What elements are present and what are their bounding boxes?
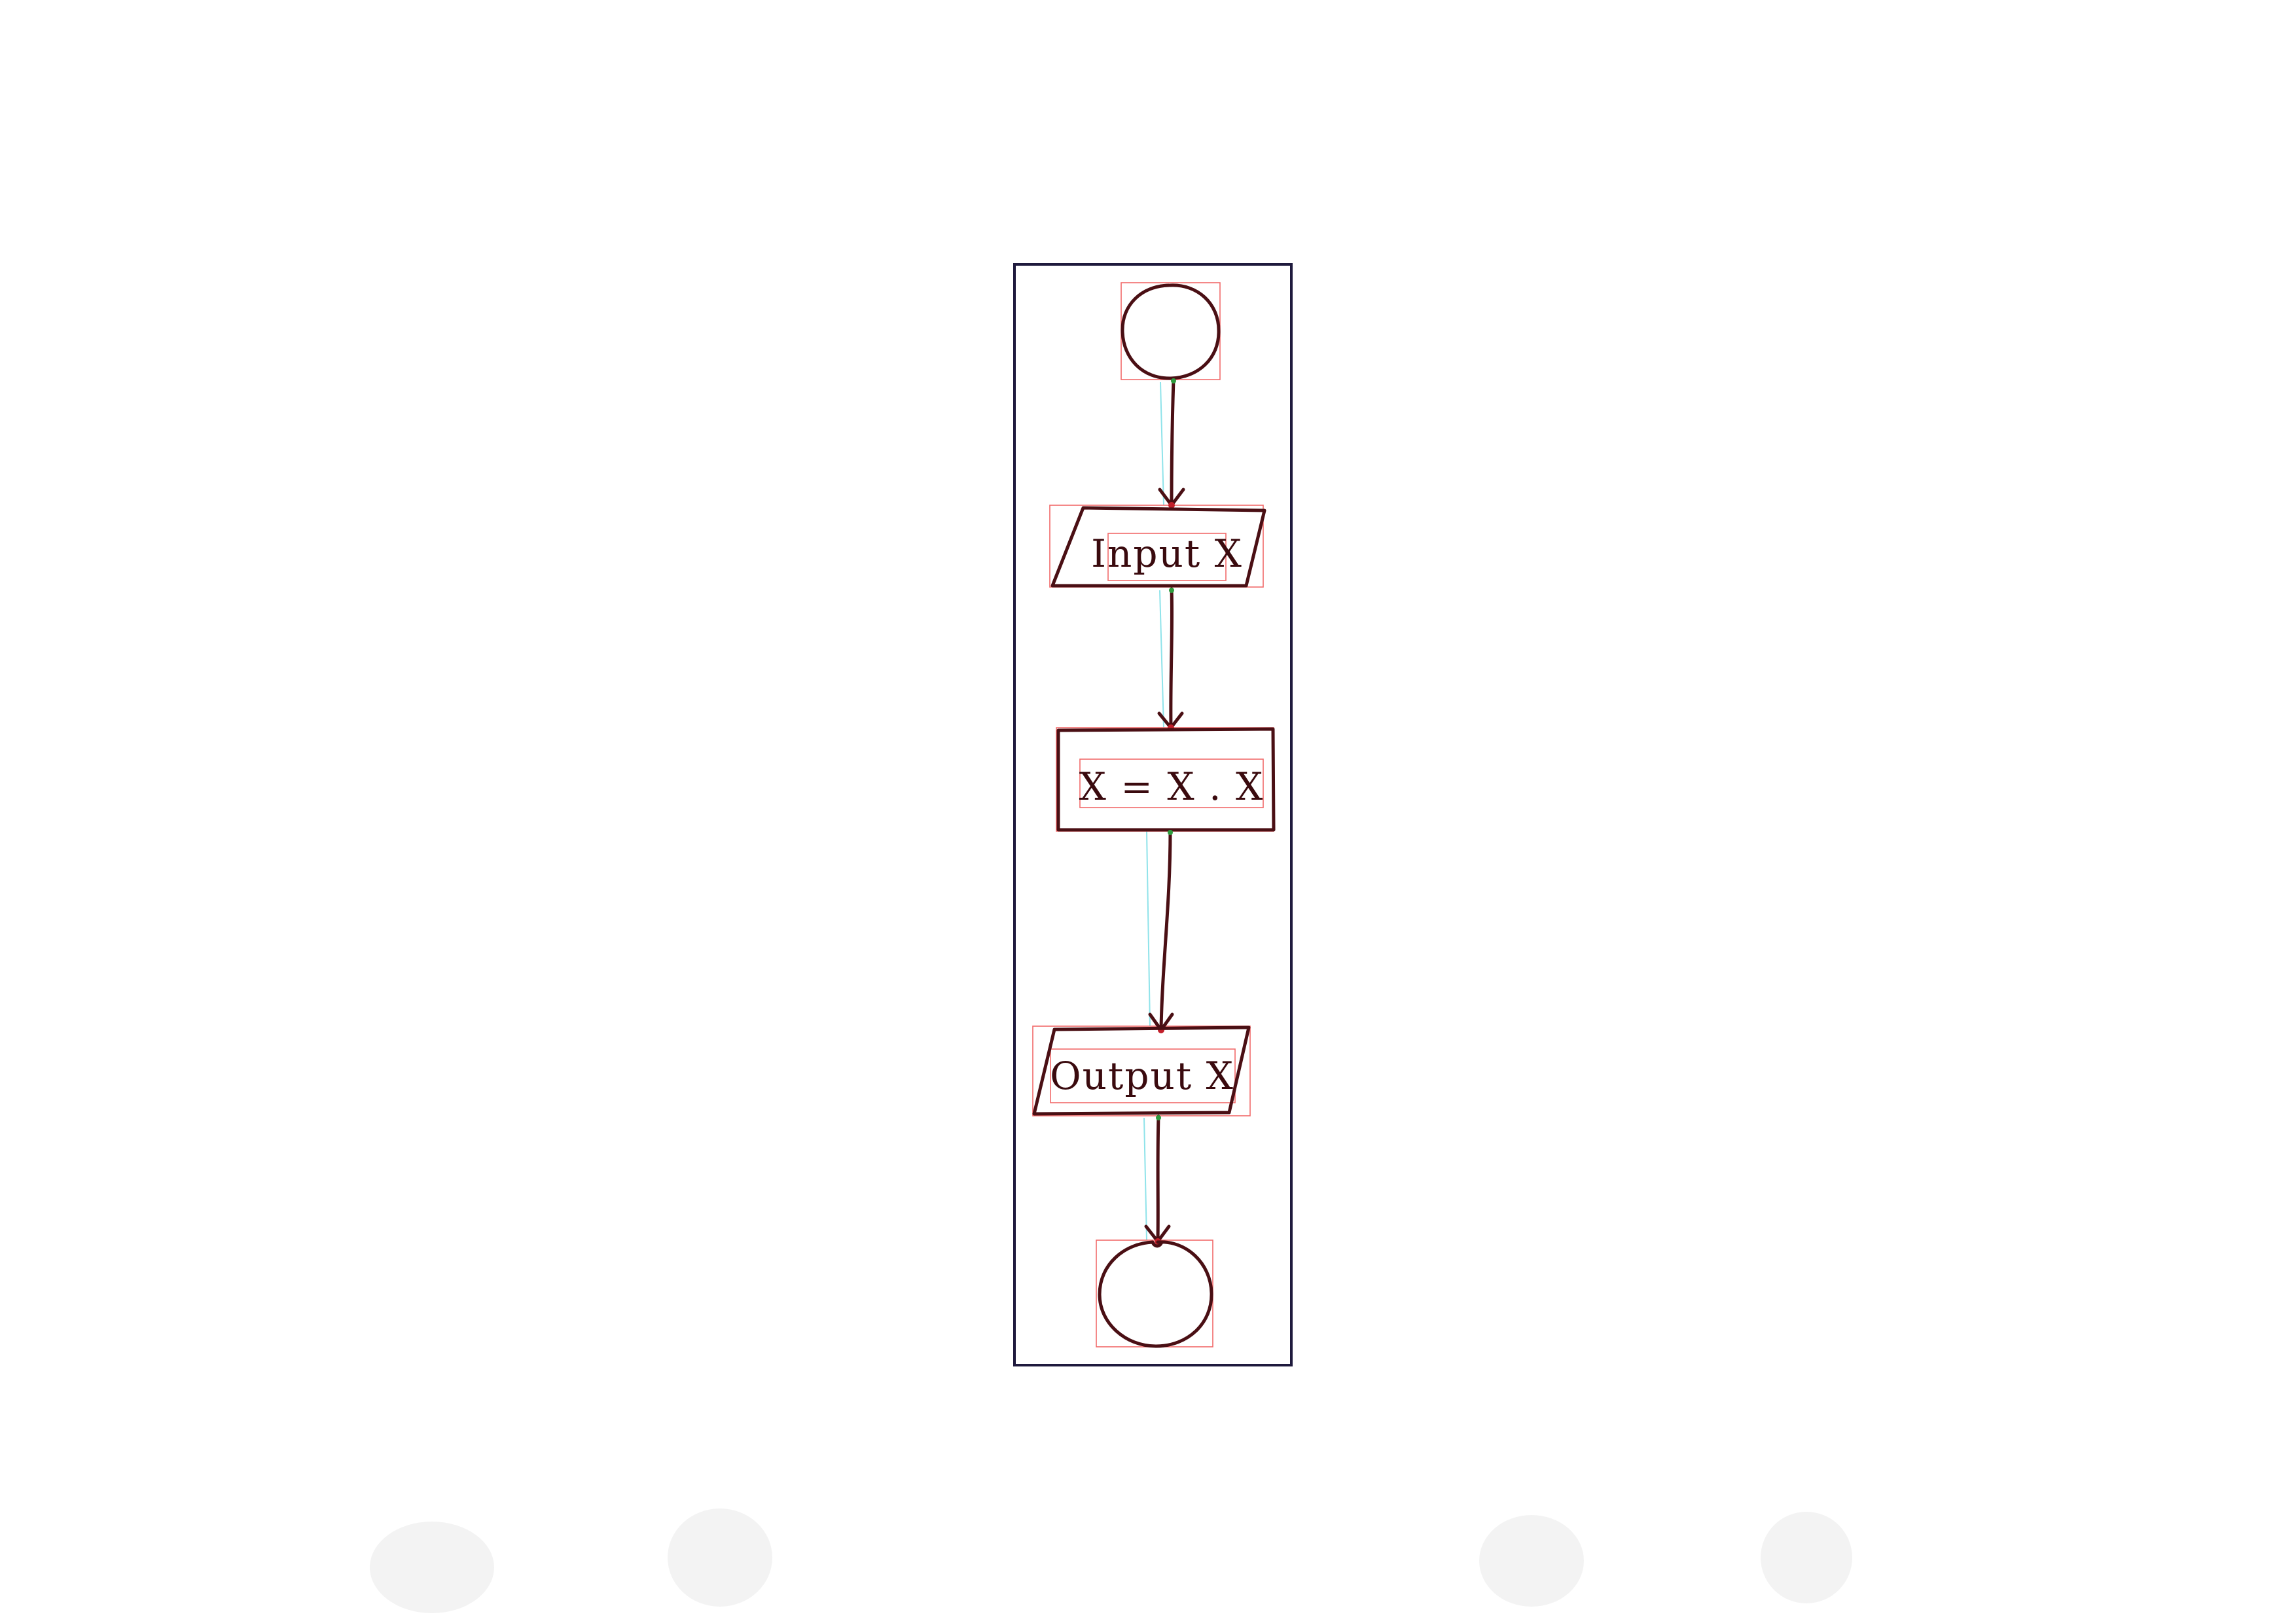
output-node-label: Output X [1050, 1054, 1234, 1098]
end-node [1098, 1240, 1213, 1348]
output-node: Output X [1032, 1026, 1251, 1116]
process-node: X = X . X [1056, 727, 1276, 832]
start-node [1121, 283, 1221, 380]
input-node-label: Input X [1091, 531, 1243, 576]
edge-output-to-end [1144, 1115, 1171, 1245]
diagram-frame [1013, 263, 1293, 1366]
input-node: Input X [1050, 506, 1266, 588]
process-node-label: X = X . X [1079, 764, 1265, 809]
guide-lines [1143, 382, 1164, 1241]
scan-smudges [370, 1508, 1852, 1613]
bounding-boxes [1032, 282, 1274, 1347]
edge-process-to-output [1148, 829, 1174, 1033]
edge-start-to-input [1158, 378, 1185, 508]
